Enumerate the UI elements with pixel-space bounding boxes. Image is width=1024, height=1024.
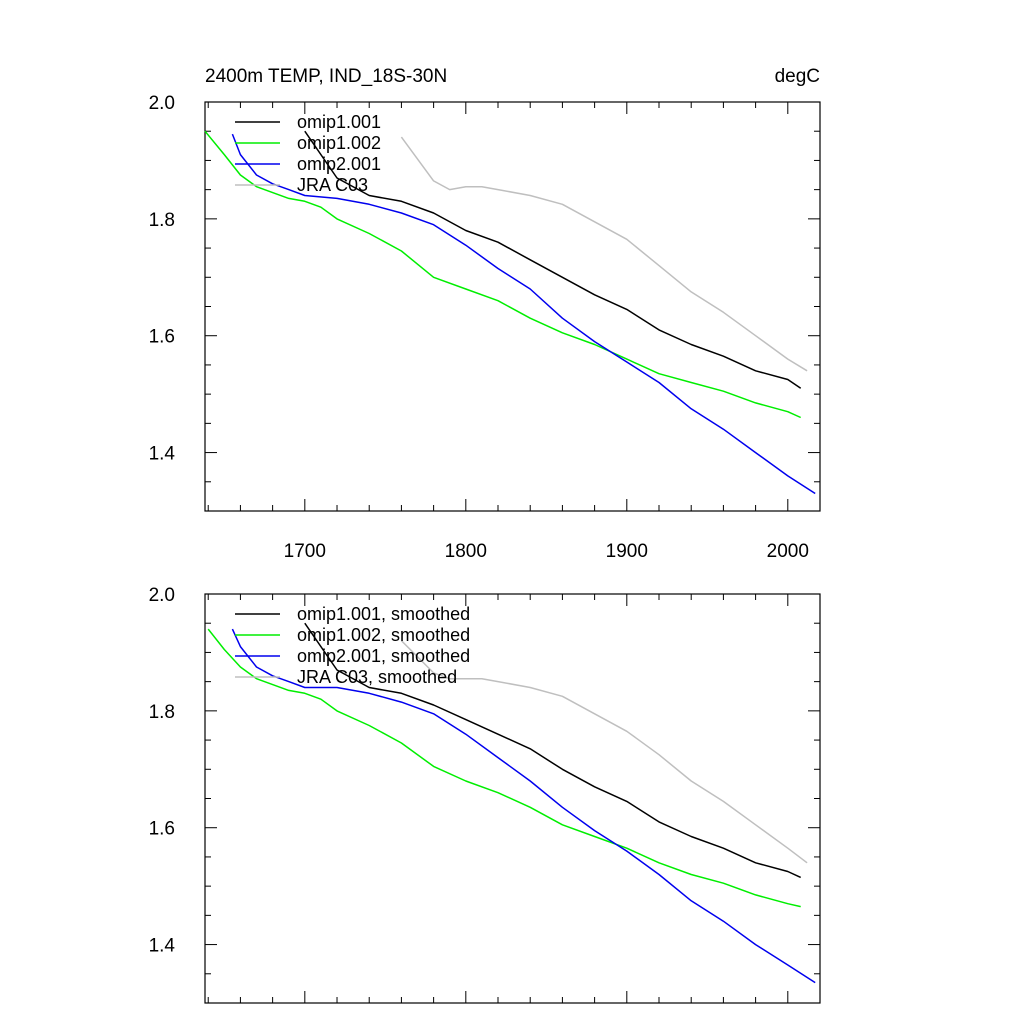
figure-units: degC <box>775 66 820 87</box>
y-tick-label: 2.0 <box>149 93 175 114</box>
series-line-omip2_001 <box>231 628 816 984</box>
legend-label: omip1.002, smoothed <box>297 625 470 645</box>
y-tick-label: 1.4 <box>149 936 176 957</box>
legend-label: omip2.001 <box>297 154 381 174</box>
x-tick-label: 1900 <box>606 541 648 562</box>
legend-label: JRA C03 <box>297 175 368 195</box>
x-tick-label: 1800 <box>445 541 487 562</box>
bottom-panel: 1.4 1.6 1.8 2.0 omip1.001, smoothedomip1.002… <box>149 585 821 1004</box>
series-line-jra_c03 <box>400 640 808 864</box>
legend-label: omip2.001, smoothed <box>297 646 470 666</box>
series-line-omip1_001 <box>304 622 802 879</box>
y-tick-label: 1.4 <box>149 444 176 465</box>
x-tick-label: 1700 <box>284 541 326 562</box>
series-line-omip1_002 <box>204 130 802 419</box>
series-line-omip1_002 <box>207 628 801 908</box>
legend-label: omip1.001, smoothed <box>297 604 470 624</box>
figure-title: 2400m TEMP, IND_18S-30N <box>205 66 447 87</box>
y-tick-label: 2.0 <box>149 585 175 606</box>
series-line-omip1_001 <box>304 130 802 389</box>
y-tick-label: 1.6 <box>149 819 175 840</box>
legend-label: JRA C03, smoothed <box>297 667 457 687</box>
y-tick-label: 1.6 <box>149 327 175 348</box>
series-line-jra_c03 <box>400 136 808 372</box>
x-tick-label: 2000 <box>767 541 809 562</box>
y-tick-label: 1.8 <box>149 702 175 723</box>
legend-label: omip1.002 <box>297 133 381 153</box>
legend-label: omip1.001 <box>297 112 381 132</box>
y-tick-label: 1.8 <box>149 210 175 231</box>
series-line-omip2_001 <box>231 133 816 495</box>
